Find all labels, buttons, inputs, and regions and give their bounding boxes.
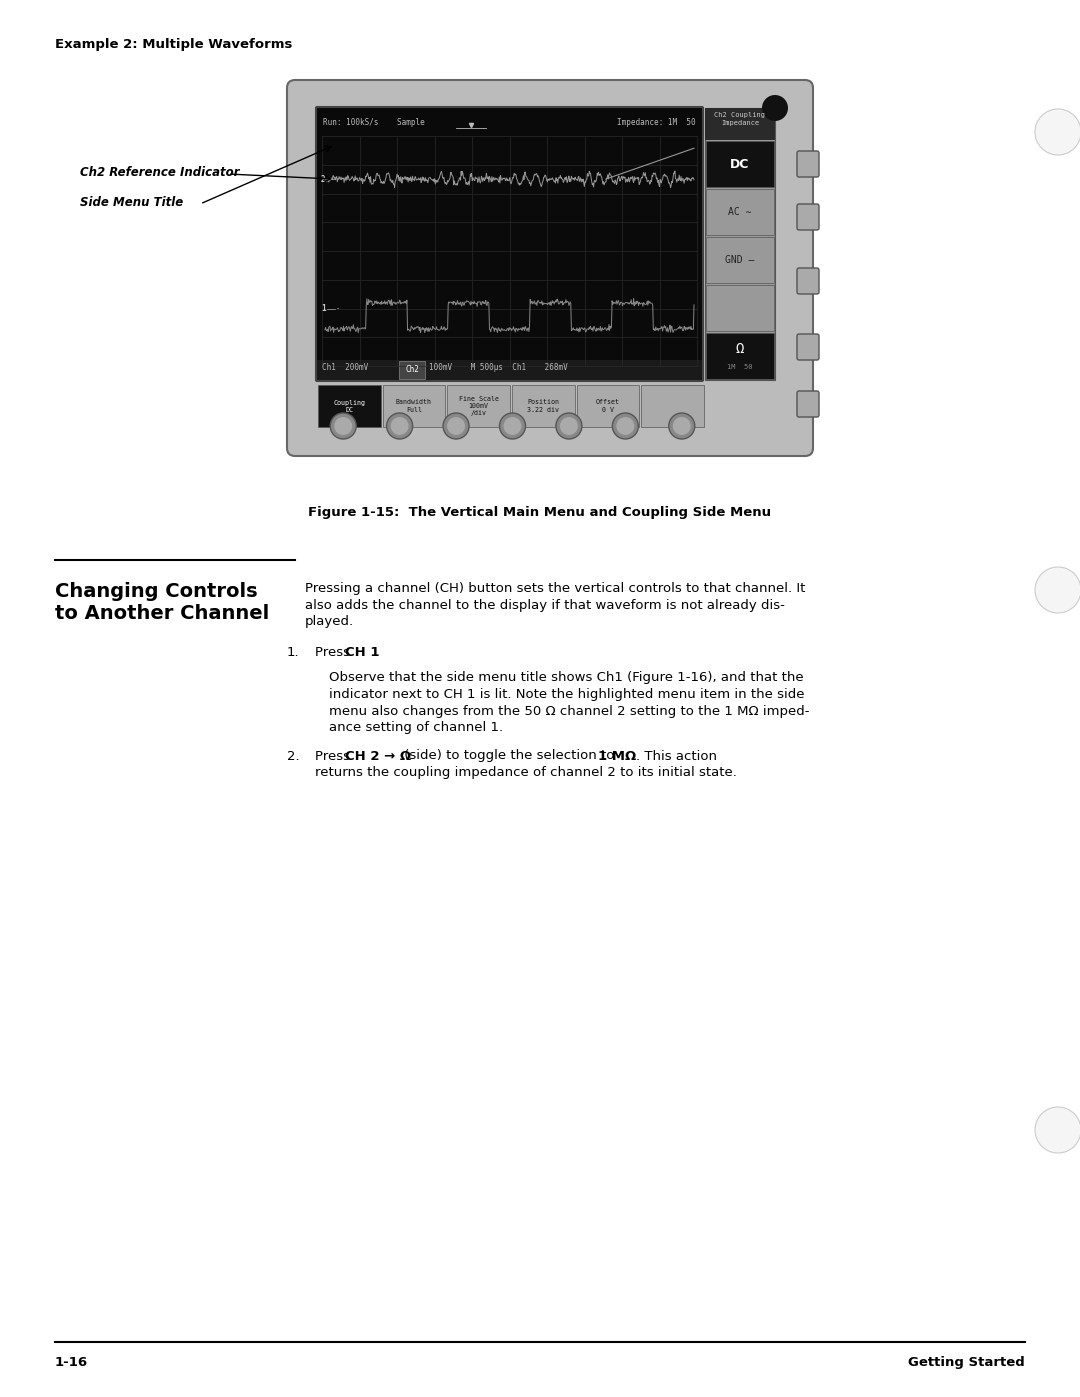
Text: Impedance: 1M  50: Impedance: 1M 50 bbox=[618, 117, 696, 127]
FancyBboxPatch shape bbox=[642, 386, 704, 427]
Text: Observe that the side menu title shows Ch1 (Figure 1-16), and that the: Observe that the side menu title shows C… bbox=[329, 672, 804, 685]
FancyBboxPatch shape bbox=[706, 189, 774, 235]
Circle shape bbox=[443, 414, 469, 439]
FancyBboxPatch shape bbox=[287, 80, 813, 455]
Text: CH 1: CH 1 bbox=[345, 645, 379, 658]
FancyBboxPatch shape bbox=[318, 360, 702, 380]
Text: 2.: 2. bbox=[287, 750, 299, 763]
Circle shape bbox=[391, 416, 408, 434]
Text: Coupling
DC: Coupling DC bbox=[334, 400, 365, 412]
Circle shape bbox=[559, 416, 578, 434]
Text: 1M  50: 1M 50 bbox=[727, 363, 753, 370]
Circle shape bbox=[556, 414, 582, 439]
FancyBboxPatch shape bbox=[399, 360, 426, 379]
FancyBboxPatch shape bbox=[382, 386, 445, 427]
Text: 100mV    M 500μs  Ch1    268mV: 100mV M 500μs Ch1 268mV bbox=[429, 363, 568, 372]
Text: Offset
0 V: Offset 0 V bbox=[596, 400, 620, 412]
Text: 1: 1 bbox=[321, 305, 326, 313]
Text: Press: Press bbox=[315, 750, 354, 763]
Text: indicator next to CH 1 is lit. Note the highlighted menu item in the side: indicator next to CH 1 is lit. Note the … bbox=[329, 687, 805, 701]
Text: Ch1  200mV: Ch1 200mV bbox=[322, 363, 368, 372]
FancyBboxPatch shape bbox=[512, 386, 575, 427]
Circle shape bbox=[1035, 109, 1080, 155]
Text: Ch2: Ch2 bbox=[405, 366, 419, 374]
Text: Example 2: Multiple Waveforms: Example 2: Multiple Waveforms bbox=[55, 38, 293, 52]
FancyBboxPatch shape bbox=[797, 268, 819, 293]
FancyBboxPatch shape bbox=[447, 386, 510, 427]
Text: menu also changes from the 50 Ω channel 2 setting to the 1 MΩ imped-: menu also changes from the 50 Ω channel … bbox=[329, 704, 810, 718]
Text: 2: 2 bbox=[321, 175, 326, 183]
FancyBboxPatch shape bbox=[797, 204, 819, 231]
FancyBboxPatch shape bbox=[797, 391, 819, 416]
FancyBboxPatch shape bbox=[797, 334, 819, 360]
Text: . This action: . This action bbox=[636, 750, 717, 763]
Circle shape bbox=[669, 414, 694, 439]
Circle shape bbox=[1035, 567, 1080, 613]
Text: .: . bbox=[375, 645, 379, 658]
Text: Run: 100kS/s    Sample: Run: 100kS/s Sample bbox=[323, 117, 424, 127]
Circle shape bbox=[673, 416, 691, 434]
FancyBboxPatch shape bbox=[577, 386, 639, 427]
Text: to Another Channel: to Another Channel bbox=[55, 604, 269, 623]
Text: Pressing a channel (CH) button sets the vertical controls to that channel. It: Pressing a channel (CH) button sets the … bbox=[305, 583, 806, 595]
Text: -: - bbox=[336, 306, 340, 312]
FancyBboxPatch shape bbox=[705, 108, 775, 140]
FancyBboxPatch shape bbox=[797, 151, 819, 177]
Text: Figure 1-15:  The Vertical Main Menu and Coupling Side Menu: Figure 1-15: The Vertical Main Menu and … bbox=[309, 506, 771, 520]
Text: 1.: 1. bbox=[287, 645, 299, 658]
FancyBboxPatch shape bbox=[706, 332, 774, 379]
Circle shape bbox=[334, 416, 352, 434]
Text: played.: played. bbox=[305, 615, 354, 629]
Text: 1-16: 1-16 bbox=[55, 1356, 89, 1369]
FancyBboxPatch shape bbox=[316, 108, 703, 381]
Text: Ch2 Coupling
Impedance: Ch2 Coupling Impedance bbox=[715, 112, 766, 126]
Text: GND ―: GND ― bbox=[726, 256, 755, 265]
Text: returns the coupling impedance of channel 2 to its initial state.: returns the coupling impedance of channe… bbox=[315, 766, 737, 780]
Text: also adds the channel to the display if that waveform is not already dis-: also adds the channel to the display if … bbox=[305, 598, 785, 612]
Text: Ch2 Reference Indicator: Ch2 Reference Indicator bbox=[80, 165, 240, 179]
Text: Press: Press bbox=[315, 645, 354, 658]
Text: Changing Controls: Changing Controls bbox=[55, 583, 258, 601]
Circle shape bbox=[499, 414, 526, 439]
Text: 1 MΩ: 1 MΩ bbox=[598, 750, 636, 763]
Text: Side Menu Title: Side Menu Title bbox=[80, 196, 184, 208]
Circle shape bbox=[387, 414, 413, 439]
Text: Ω: Ω bbox=[735, 342, 744, 356]
Text: CH 2 → Ω: CH 2 → Ω bbox=[345, 750, 411, 763]
Circle shape bbox=[330, 414, 356, 439]
Text: AC ∼: AC ∼ bbox=[728, 207, 752, 217]
Text: Position
3.22 div: Position 3.22 div bbox=[527, 400, 559, 412]
FancyBboxPatch shape bbox=[706, 285, 774, 331]
Text: (side) to toggle the selection to: (side) to toggle the selection to bbox=[400, 750, 619, 763]
Text: DC: DC bbox=[730, 158, 750, 170]
Circle shape bbox=[447, 416, 465, 434]
Circle shape bbox=[612, 414, 638, 439]
Circle shape bbox=[503, 416, 522, 434]
Circle shape bbox=[617, 416, 634, 434]
Text: Bandwidth
Full: Bandwidth Full bbox=[396, 400, 432, 412]
Text: ance setting of channel 1.: ance setting of channel 1. bbox=[329, 721, 503, 733]
Circle shape bbox=[1035, 1106, 1080, 1153]
Text: Getting Started: Getting Started bbox=[908, 1356, 1025, 1369]
Text: Fine Scale
100mV
/div: Fine Scale 100mV /div bbox=[459, 395, 499, 416]
FancyBboxPatch shape bbox=[705, 108, 775, 380]
FancyBboxPatch shape bbox=[706, 237, 774, 284]
FancyBboxPatch shape bbox=[706, 141, 774, 187]
Circle shape bbox=[762, 95, 788, 122]
FancyBboxPatch shape bbox=[318, 386, 380, 427]
